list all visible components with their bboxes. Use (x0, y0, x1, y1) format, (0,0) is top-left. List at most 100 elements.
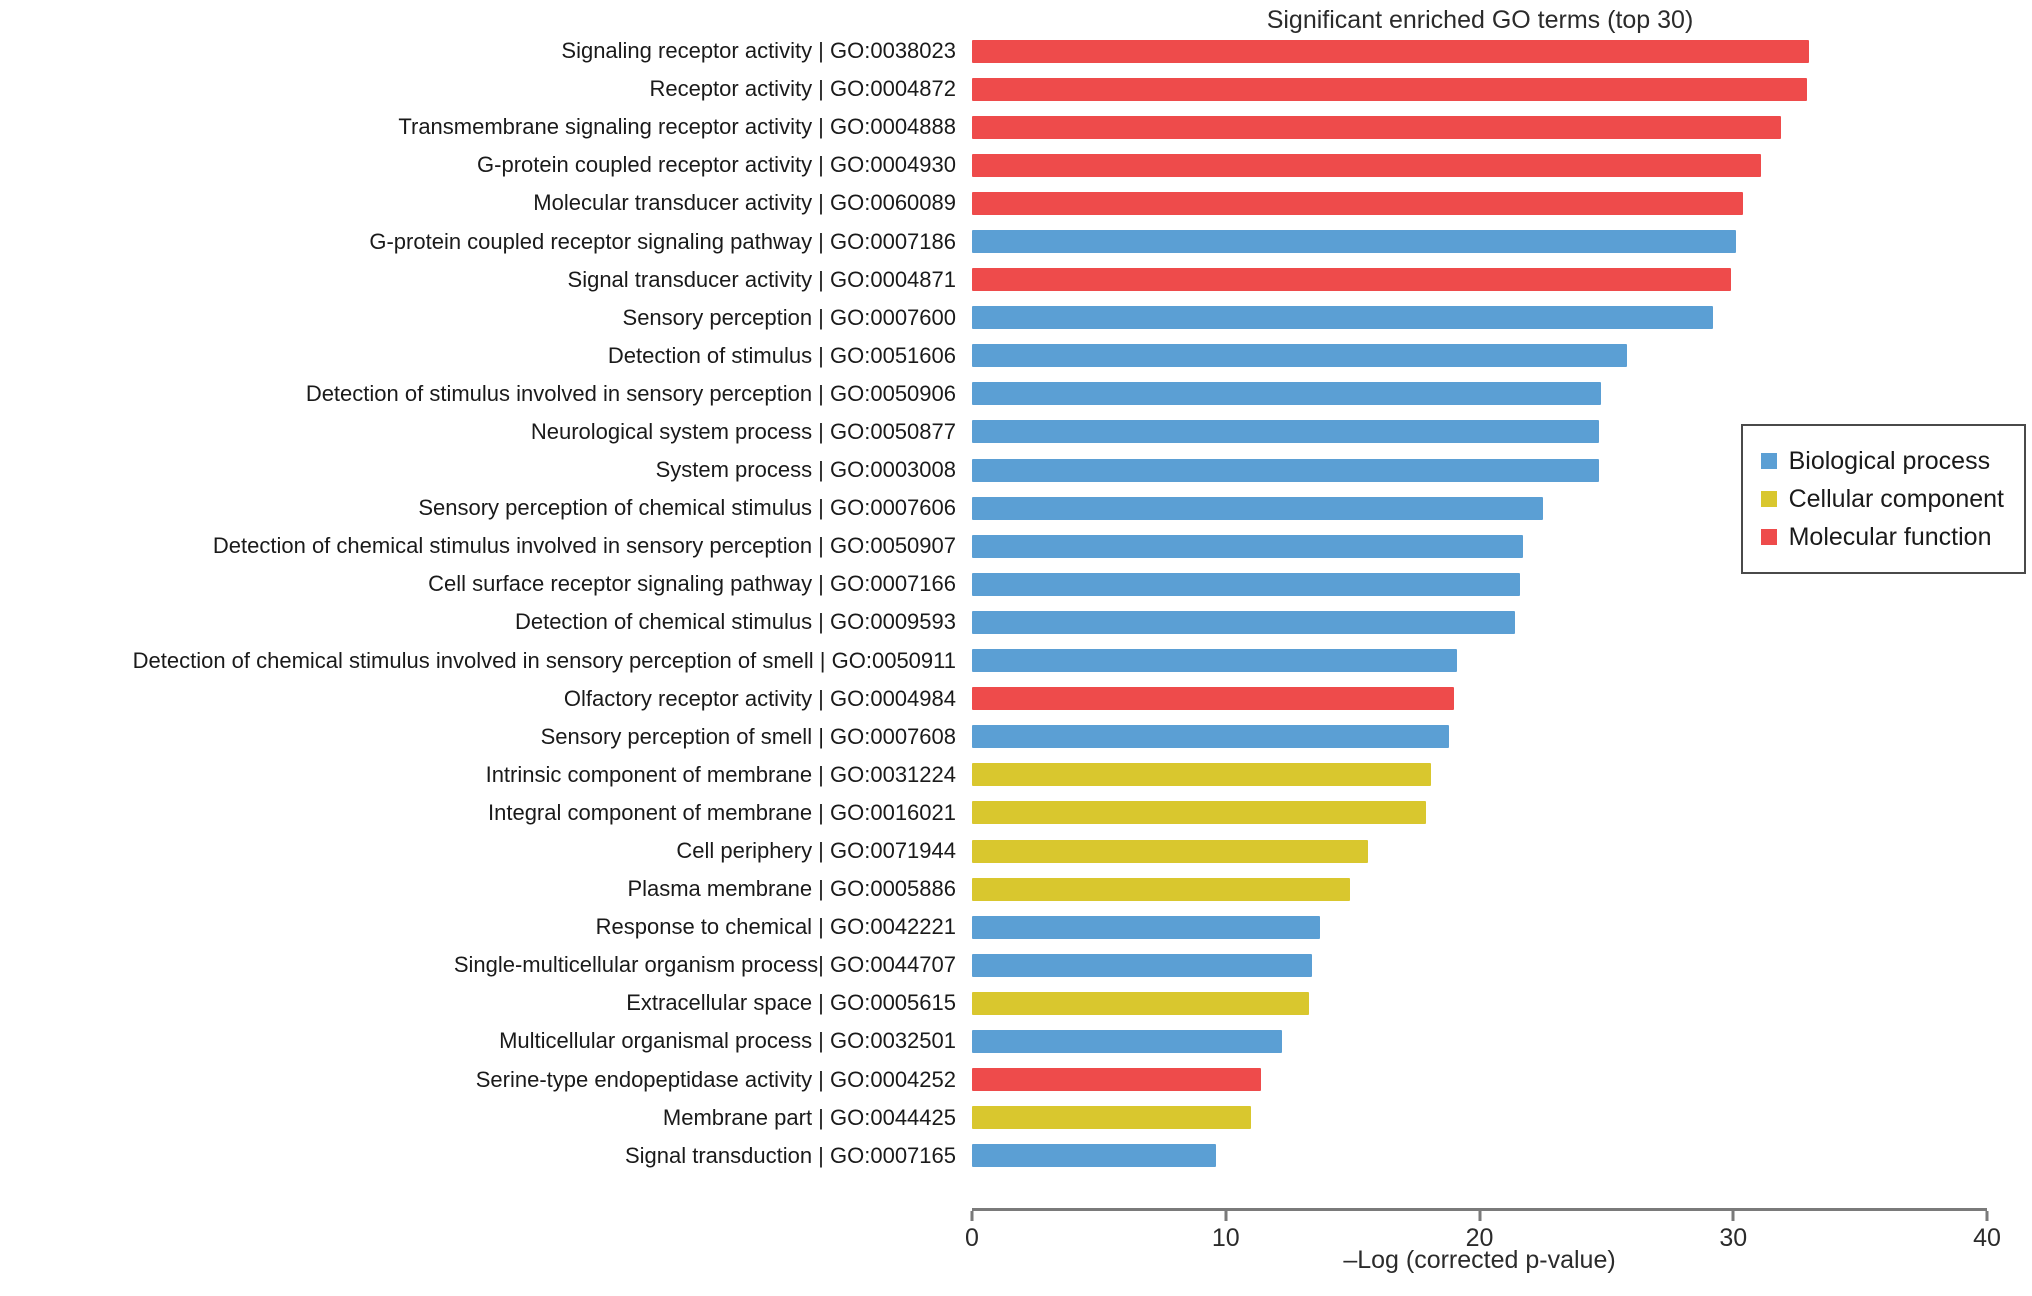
legend-label: Cellular component (1788, 484, 2004, 513)
bar-label: Sensory perception | GO:0007600 (622, 304, 956, 330)
bar-row: G-protein coupled receptor signaling pat… (0, 222, 2032, 260)
bar-track (972, 458, 1987, 482)
bar (972, 458, 1599, 482)
x-tick (1731, 1211, 1735, 1221)
bar-row: Detection of chemical stimulus | GO:0009… (0, 603, 2032, 641)
bar-row: Transmembrane signaling receptor activit… (0, 108, 2032, 146)
bar (972, 953, 1313, 977)
bar-row: Integral component of membrane | GO:0016… (0, 794, 2032, 832)
bar-track (972, 649, 1987, 673)
bar-label: Plasma membrane | GO:0005886 (627, 876, 956, 902)
bar-row: Signal transducer activity | GO:0004871 (0, 261, 2032, 299)
bar-row: Cell periphery | GO:0071944 (0, 832, 2032, 870)
bar-track (972, 344, 1987, 368)
bar (972, 382, 1602, 406)
bar-row: Plasma membrane | GO:0005886 (0, 870, 2032, 908)
x-axis-title: –Log (corrected p-value) (1343, 1246, 1616, 1274)
bar-row: Response to chemical | GO:0042221 (0, 908, 2032, 946)
bar-row: System process | GO:0003008 (0, 451, 2032, 489)
bar-track (972, 915, 1987, 939)
bar (972, 687, 1455, 711)
bar (972, 1106, 1252, 1130)
legend-label: Biological process (1788, 446, 1991, 475)
bar-label: Neurological system process | GO:0050877 (530, 418, 956, 444)
bar-track (972, 877, 1987, 901)
bar-label: Sensory perception of smell | GO:0007608 (540, 723, 956, 749)
bar-row: Neurological system process | GO:0050877 (0, 413, 2032, 451)
bar-track (972, 725, 1987, 749)
bar-row: G-protein coupled receptor activity | GO… (0, 146, 2032, 184)
x-tick-label: 10 (1211, 1224, 1240, 1252)
legend-label: Molecular function (1788, 522, 1992, 551)
bar (972, 877, 1351, 901)
bar (972, 572, 1521, 596)
x-tick (1985, 1211, 1989, 1221)
bar (972, 610, 1516, 634)
bar-track (972, 1144, 1987, 1168)
bar (972, 496, 1543, 520)
bar-row: Signal transduction | GO:0007165 (0, 1137, 2032, 1175)
bar (972, 991, 1310, 1015)
bar-track (972, 153, 1987, 177)
chart-title: Significant enriched GO terms (top 30) (1266, 6, 1694, 34)
legend-swatch (1760, 529, 1777, 545)
bar-label: Signal transducer activity | GO:0004871 (567, 266, 956, 292)
bar-label: Olfactory receptor activity | GO:0004984 (563, 685, 956, 711)
bar-row: Sensory perception | GO:0007600 (0, 299, 2032, 337)
bar-track (972, 39, 1987, 63)
bar-label: Receptor activity | GO:0004872 (649, 76, 956, 102)
bar-row: Extracellular space | GO:0005615 (0, 984, 2032, 1022)
bar (972, 420, 1599, 444)
x-tick (1478, 1211, 1481, 1221)
bar-row: Receptor activity | GO:0004872 (0, 70, 2032, 108)
bar (972, 77, 1807, 101)
bar-label: Serine-type endopeptidase activity | GO:… (475, 1066, 956, 1092)
bar (972, 191, 1744, 215)
bar-row: Sensory perception of chemical stimulus … (0, 489, 2032, 527)
x-tick-label: 40 (1973, 1224, 2001, 1252)
bars-area: Signaling receptor activity | GO:0038023… (0, 32, 2032, 1175)
bar-label: Detection of chemical stimulus | GO:0009… (514, 609, 956, 635)
bar-label: Detection of chemical stimulus involved … (132, 647, 956, 673)
bar (972, 915, 1320, 939)
bar-label: Signal transduction | GO:0007165 (624, 1142, 956, 1168)
bar (972, 801, 1427, 825)
bar-track (972, 115, 1987, 139)
bar-row: Olfactory receptor activity | GO:0004984 (0, 680, 2032, 718)
bar-track (972, 382, 1987, 406)
bar (972, 230, 1736, 254)
bar (972, 534, 1523, 558)
bar-row: Detection of chemical stimulus involved … (0, 527, 2032, 565)
bar-label: Integral component of membrane | GO:0016… (488, 799, 956, 825)
bar-label: Detection of stimulus | GO:0051606 (607, 342, 956, 368)
legend-item: Cellular component (1760, 480, 2004, 518)
bar-track (972, 306, 1987, 330)
bar-label: Intrinsic component of membrane | GO:003… (485, 761, 956, 787)
bar-label: Sensory perception of chemical stimulus … (418, 495, 956, 521)
bar-label: Single-multicellular organism process| G… (453, 952, 956, 978)
bar-label: Response to chemical | GO:0042221 (595, 914, 956, 940)
bar (972, 344, 1627, 368)
x-tick-label: 0 (965, 1224, 979, 1252)
bar-label: Multicellular organismal process | GO:00… (499, 1028, 956, 1054)
bar (972, 1029, 1282, 1053)
bar-track (972, 839, 1987, 863)
bar-label: Detection of chemical stimulus involved … (212, 533, 956, 559)
bar-label: Extracellular space | GO:0005615 (626, 990, 956, 1016)
bar (972, 649, 1457, 673)
bar-track (972, 572, 1987, 596)
bar-track (972, 534, 1987, 558)
bar-label: System process | GO:0003008 (655, 457, 956, 483)
bar-track (972, 991, 1987, 1015)
bar-row: Cell surface receptor signaling pathway … (0, 565, 2032, 603)
bar (972, 839, 1368, 863)
bar-row: Detection of stimulus | GO:0051606 (0, 337, 2032, 375)
bar-track (972, 763, 1987, 787)
legend-swatch (1760, 453, 1777, 469)
x-tick-label: 20 (1465, 1224, 1494, 1252)
x-tick (1224, 1211, 1228, 1221)
legend-swatch (1760, 491, 1777, 507)
bar (972, 1144, 1216, 1168)
bar-label: G-protein coupled receptor signaling pat… (369, 228, 956, 254)
bar-label: Transmembrane signaling receptor activit… (398, 114, 956, 140)
